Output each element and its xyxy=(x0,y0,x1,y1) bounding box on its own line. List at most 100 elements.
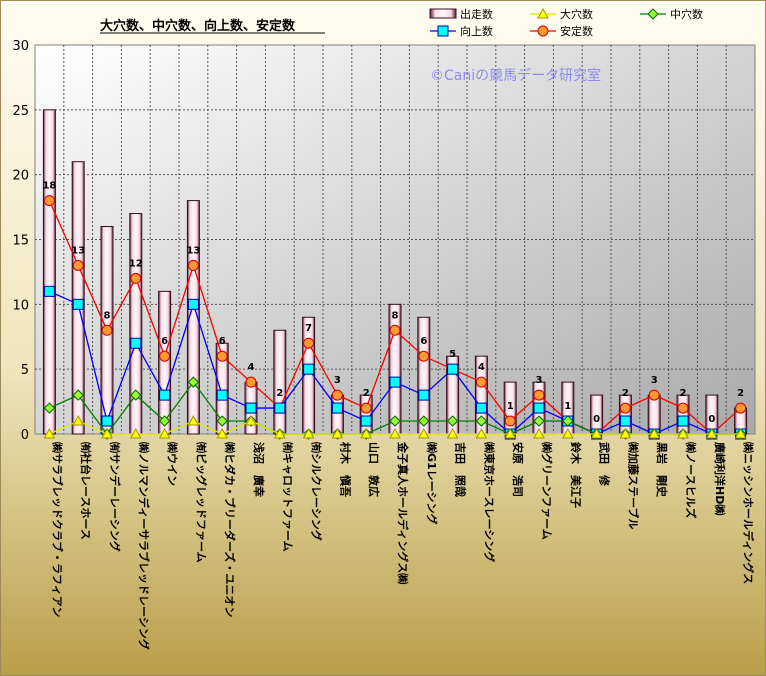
legend-marker xyxy=(437,25,449,37)
bar xyxy=(186,200,200,435)
y-tick-label: 5 xyxy=(21,363,29,378)
x-tick-label: 村木 愼吾 xyxy=(338,442,352,497)
data-point xyxy=(130,337,142,349)
x-tick-label: 黒岩 剛史 xyxy=(655,442,669,498)
data-label: 2 xyxy=(737,388,744,399)
data-point xyxy=(101,427,113,439)
data-point xyxy=(72,298,84,310)
legend-label: 大穴数 xyxy=(560,7,593,21)
bar xyxy=(42,109,56,435)
data-point xyxy=(533,389,545,401)
data-label: 6 xyxy=(420,336,427,347)
y-tick-label: 15 xyxy=(12,234,29,249)
y-tick-label: 30 xyxy=(12,39,29,54)
data-point xyxy=(129,427,142,439)
y-tick-label: 20 xyxy=(12,169,29,184)
data-point xyxy=(475,376,487,388)
data-point xyxy=(475,402,487,414)
x-tick-label: ㈲キャロットファーム xyxy=(281,442,295,552)
data-point xyxy=(475,427,488,439)
data-point xyxy=(619,402,631,414)
legend-label: 出走数 xyxy=(460,7,493,21)
y-tick-label: 0 xyxy=(21,428,29,443)
legend-marker xyxy=(537,7,549,19)
x-tick-label: ㈱サラブレッドクラブ・ラフィアン xyxy=(50,442,64,617)
data-point xyxy=(187,376,200,388)
data-label: 3 xyxy=(536,375,543,386)
data-label: 8 xyxy=(392,310,399,321)
data-point xyxy=(43,402,56,414)
x-tick-label: ㈱加藤ステーブル xyxy=(626,442,640,529)
data-label: 6 xyxy=(161,336,168,347)
data-point xyxy=(417,427,430,439)
data-label: 8 xyxy=(104,310,111,321)
legend-marker xyxy=(537,25,549,37)
data-point xyxy=(43,285,55,297)
data-point xyxy=(389,376,401,388)
data-point xyxy=(101,324,113,336)
data-point xyxy=(619,427,632,439)
x-tick-label: 安原 浩司 xyxy=(511,442,525,497)
data-point xyxy=(677,415,689,427)
bar xyxy=(388,303,402,435)
data-label: 3 xyxy=(334,375,341,386)
watermark-text: ©Caniの競馬データ研究室 xyxy=(430,67,601,84)
y-axis: 0 5 10 15 20 25 30 xyxy=(12,39,29,443)
data-point xyxy=(159,389,171,401)
data-point xyxy=(72,389,84,401)
x-axis-labels: ㈱サラブレッドクラブ・ラフィアン ㈲社台レースホース ㈲サンデーレーシング ㈱ノルマン… xyxy=(50,441,755,650)
bar xyxy=(158,290,172,435)
data-point xyxy=(735,402,747,414)
data-point xyxy=(130,272,142,284)
data-point xyxy=(619,415,631,427)
data-label: 13 xyxy=(71,245,85,256)
data-label: 18 xyxy=(42,181,56,192)
x-tick-label: ㈱ニッシンホールディングス xyxy=(742,442,756,584)
data-point xyxy=(158,415,171,427)
x-tick-label: 吉田 照哉 xyxy=(454,442,468,497)
data-point xyxy=(533,427,545,439)
data-label: 7 xyxy=(305,323,312,334)
chart-title: 大穴数、中穴数、向上数、安定数 xyxy=(100,18,296,34)
data-point xyxy=(130,389,142,401)
data-point xyxy=(245,402,257,414)
data-point xyxy=(677,402,689,414)
legend-label: 安定数 xyxy=(560,24,593,38)
data-point xyxy=(447,363,459,375)
data-point xyxy=(273,427,286,439)
data-point xyxy=(331,402,343,414)
data-point xyxy=(418,389,430,401)
data-point xyxy=(533,415,545,427)
data-point xyxy=(274,402,286,414)
x-tick-label: 廣崎利洋HD㈱ xyxy=(713,442,727,515)
data-label: 3 xyxy=(651,375,658,386)
data-point xyxy=(72,415,85,426)
data-point xyxy=(475,415,488,427)
data-point xyxy=(561,427,574,439)
data-point xyxy=(389,415,401,427)
legend-item: 向上数 xyxy=(430,24,493,38)
data-point xyxy=(216,415,228,427)
data-point xyxy=(418,350,430,362)
data-label: 13 xyxy=(186,245,200,256)
y-tick-label: 10 xyxy=(12,298,29,313)
data-point xyxy=(302,427,315,439)
bar xyxy=(273,329,287,435)
data-point xyxy=(446,427,459,439)
x-tick-label: ㈱ヒダカ・ブリーダーズ・ユニオン xyxy=(223,442,237,617)
x-tick-label: ㈱ノルマンディーサラブレッドレーシング xyxy=(137,442,151,650)
data-point xyxy=(187,259,199,271)
x-tick-label: ㈲シルクレーシング xyxy=(310,442,324,541)
data-point xyxy=(648,389,660,401)
data-label: 5 xyxy=(449,349,456,360)
legend-marker xyxy=(647,8,659,20)
y-tick-label: 25 xyxy=(12,104,29,119)
data-label: 12 xyxy=(129,258,143,269)
data-point xyxy=(446,415,459,427)
legend-item: 中穴数 xyxy=(640,7,703,21)
data-label: 0 xyxy=(708,414,715,425)
data-point xyxy=(533,402,545,414)
data-point xyxy=(159,350,171,362)
data-point xyxy=(187,298,199,310)
